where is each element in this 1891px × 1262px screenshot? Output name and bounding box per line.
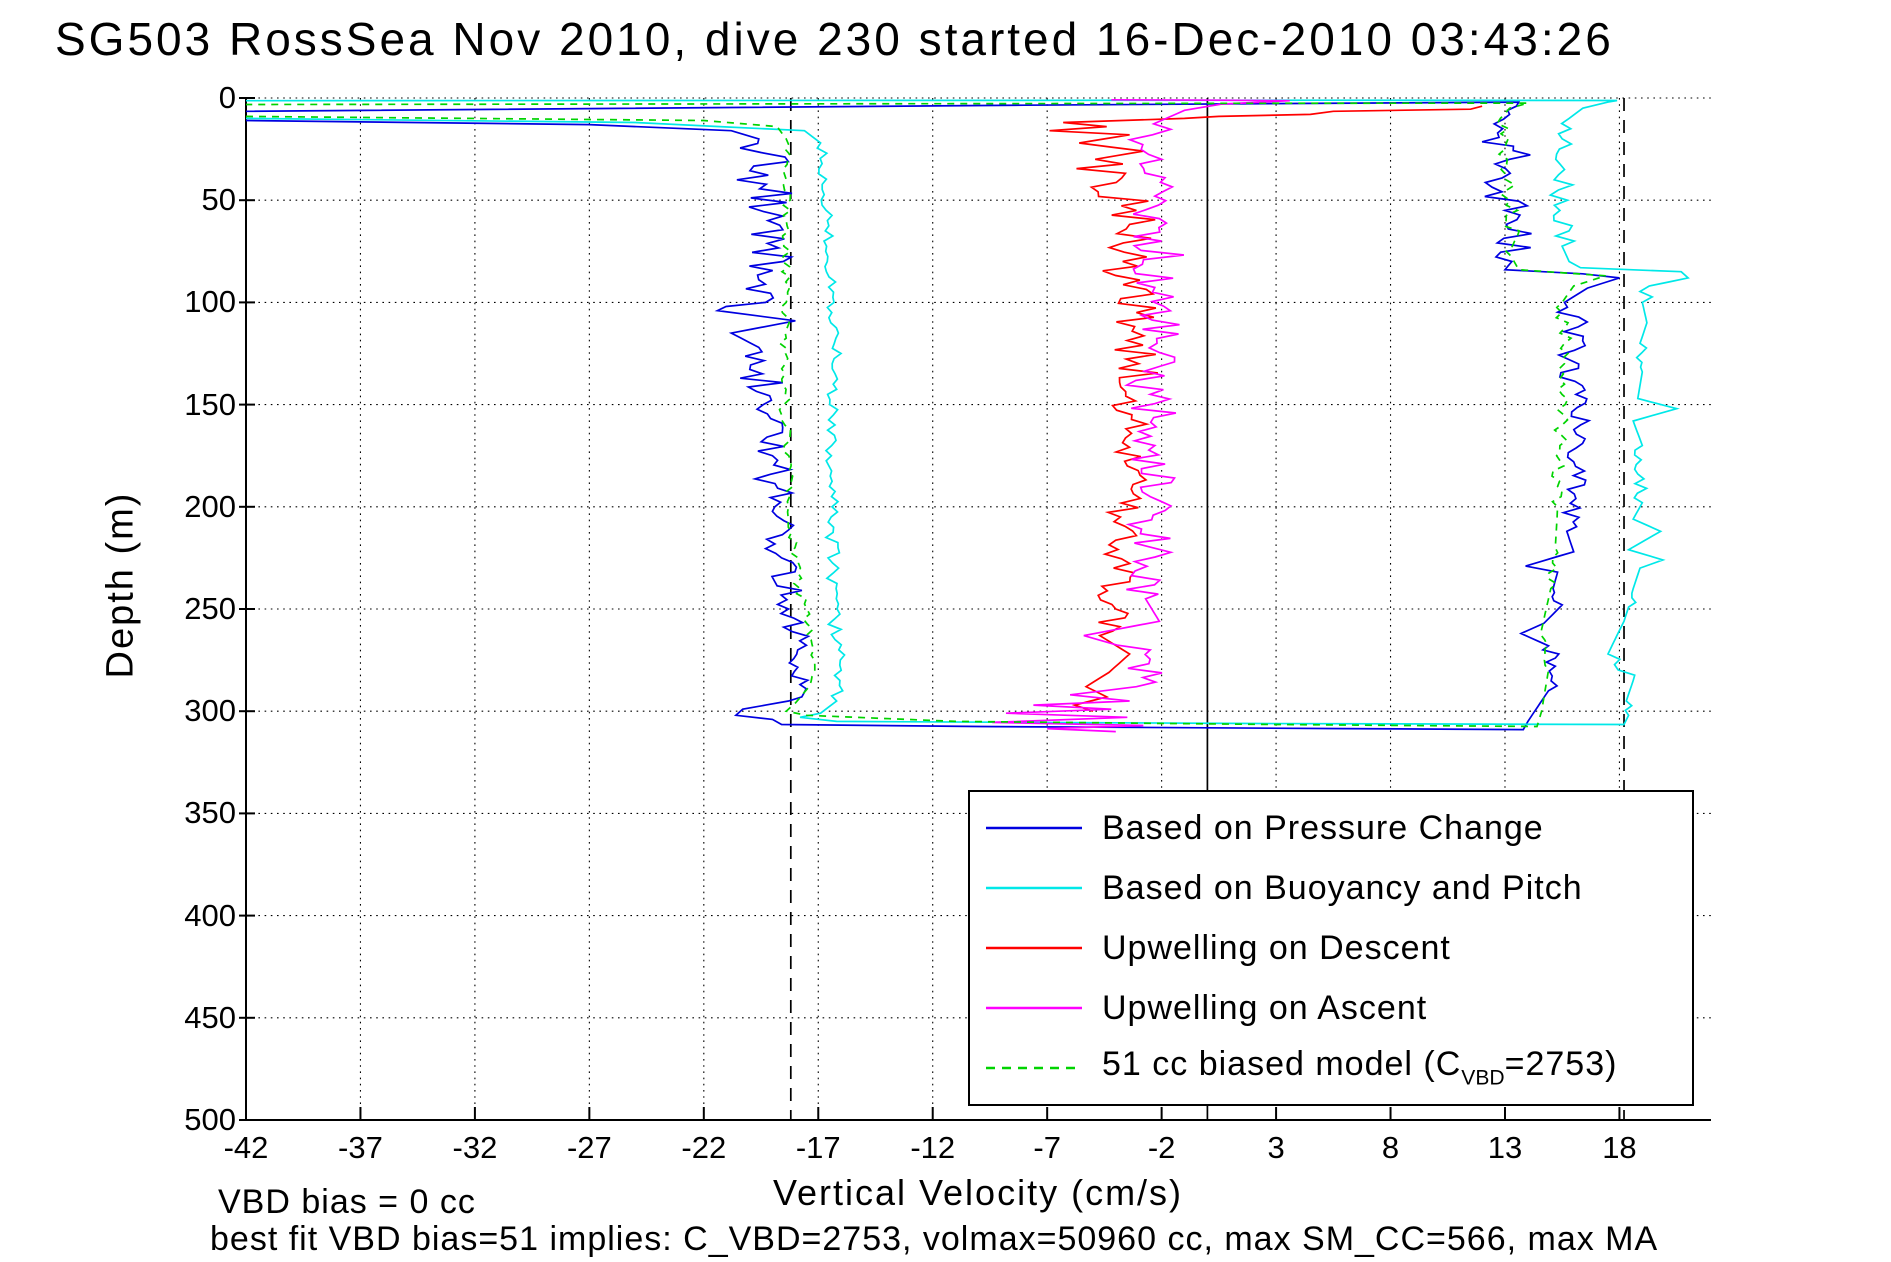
vbd-bias-annotation: VBD bias = 0 cc: [218, 1183, 476, 1221]
y-tick-label: 50: [201, 182, 236, 218]
x-tick-label: -42: [223, 1130, 269, 1165]
legend-line-sample: [986, 1066, 1082, 1070]
x-tick-label: -27: [566, 1130, 612, 1165]
x-tick-label: 13: [1487, 1130, 1523, 1165]
series-based-on-buoyancy-and-pitch: [246, 99, 1690, 726]
legend-item-upwelling-on-descent: Upwelling on Descent: [970, 920, 1692, 976]
legend-item-51-cc-biased-model-cvbd-2753: 51 cc biased model (CVBD=2753): [970, 1040, 1692, 1096]
y-tick-label: 0: [218, 80, 236, 115]
chart-title: SG503 RossSea Nov 2010, dive 230 started…: [55, 13, 1614, 65]
y-tick-label: 250: [184, 591, 236, 626]
series-upwelling-on-ascent: [992, 98, 1290, 733]
legend-line-sample: [986, 826, 1082, 830]
y-tick-label: 200: [184, 488, 236, 524]
y-tick-label: 400: [184, 897, 236, 933]
x-tick-label: 8: [1381, 1130, 1400, 1165]
x-tick-label: -2: [1147, 1130, 1176, 1165]
legend-label: 51 cc biased model (CVBD=2753): [1102, 1045, 1618, 1090]
legend-item-based-on-pressure-change: Based on Pressure Change: [970, 800, 1692, 856]
x-tick-label: 18: [1602, 1130, 1637, 1165]
x-tick-label: -7: [1033, 1130, 1061, 1165]
legend-line-sample: [986, 1006, 1082, 1010]
y-tick-label: 100: [184, 284, 236, 320]
legend-label: Upwelling on Ascent: [1102, 988, 1428, 1027]
y-axis-label: Depth (m): [99, 491, 142, 679]
x-tick-label: -12: [910, 1130, 956, 1165]
series-51-cc-biased-model-c-vbd-2753: [246, 102, 1606, 728]
y-tick-label: 300: [184, 693, 236, 729]
y-tick-label: 500: [184, 1102, 236, 1137]
y-tick-label: 450: [184, 999, 236, 1035]
legend-label: Upwelling on Descent: [1102, 928, 1451, 967]
series-upwelling-on-descent: [1049, 105, 1483, 713]
x-axis-label: Vertical Velocity (cm/s): [772, 1172, 1184, 1213]
y-tick-label: 350: [184, 795, 236, 831]
legend-label: Based on Buoyancy and Pitch: [1102, 868, 1583, 907]
legend-line-sample: [986, 946, 1082, 950]
x-tick-label: -32: [452, 1130, 498, 1165]
x-tick-label: 3: [1267, 1130, 1285, 1165]
x-tick-label: -17: [795, 1130, 841, 1165]
best-fit-annotation: best fit VBD bias=51 implies: C_VBD=2753…: [210, 1220, 1659, 1258]
y-tick-label: 150: [184, 386, 236, 422]
x-tick-label: -37: [338, 1130, 383, 1165]
x-tick-label: -22: [681, 1130, 727, 1165]
legend-line-sample: [986, 886, 1082, 890]
legend-label: Based on Pressure Change: [1102, 808, 1544, 847]
series-based-on-pressure-change: [246, 101, 1620, 731]
legend-item-upwelling-on-ascent: Upwelling on Ascent: [970, 980, 1692, 1036]
legend-item-based-on-buoyancy-and-pitch: Based on Buoyancy and Pitch: [970, 860, 1692, 916]
legend: Based on Pressure Change Based on Buoyanc…: [968, 790, 1694, 1106]
